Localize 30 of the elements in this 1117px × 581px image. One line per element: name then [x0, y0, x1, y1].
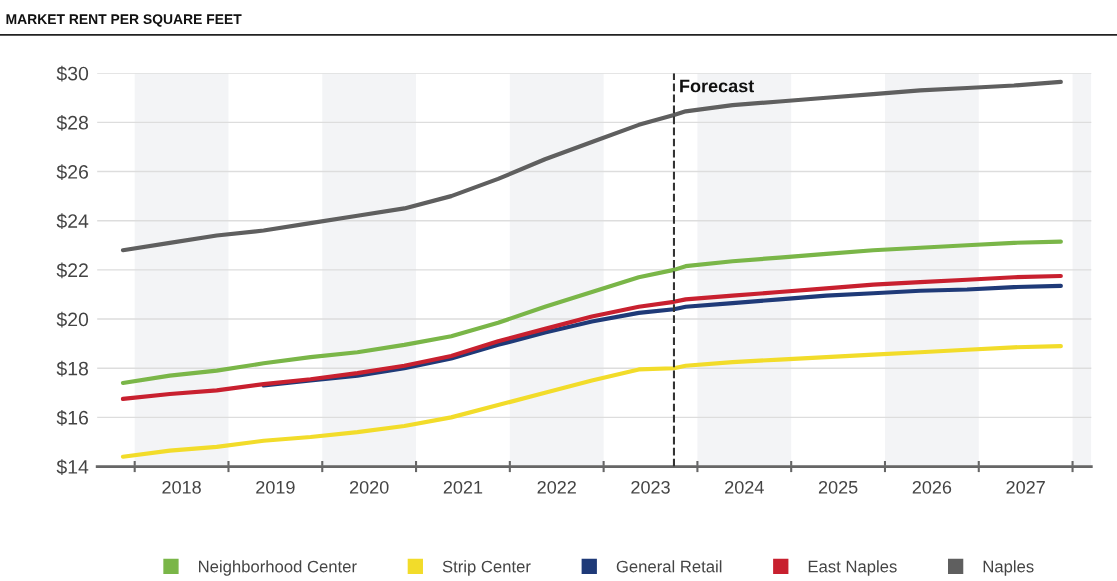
y-tick-label: $26	[56, 164, 88, 180]
line-series	[120, 273, 1063, 402]
x-tick-label: 2019	[256, 480, 295, 494]
x-tick-label: 2027	[1006, 480, 1045, 494]
legend-label: General Retail	[616, 560, 722, 573]
y-tick-label: $24	[56, 213, 89, 230]
x-tick-label: 2022	[537, 480, 576, 494]
legend-label: Naples	[983, 560, 1034, 576]
line-series	[120, 79, 1063, 253]
y-tick-label: $16	[56, 410, 88, 426]
y-tick-label: $14	[56, 459, 89, 475]
legend-label: Neighborhood Center	[199, 560, 357, 576]
line-series	[120, 239, 1063, 386]
x-tick-label: 2023	[631, 480, 670, 494]
chart-title: MARKET RENT PER SQUARE FEET	[6, 14, 242, 27]
y-tick-label: $18	[56, 360, 88, 377]
y-tick-label: $20	[56, 311, 89, 328]
x-tick-label: 2024	[725, 480, 764, 494]
ref-line-label: Forecast	[680, 79, 755, 93]
y-tick-label: $28	[56, 115, 88, 131]
y-tick-label: $22	[56, 262, 88, 279]
legend-label: East Naples	[808, 560, 897, 576]
x-tick-label: 2026	[912, 480, 952, 494]
y-tick-label: $30	[56, 65, 89, 82]
x-tick-label: 2018	[162, 480, 201, 494]
legend-label: Strip Center	[442, 560, 531, 576]
x-tick-label: 2021	[443, 480, 483, 494]
line-series	[120, 343, 1063, 459]
x-tick-label: 2025	[818, 480, 858, 494]
x-tick-label: 2020	[349, 480, 389, 494]
